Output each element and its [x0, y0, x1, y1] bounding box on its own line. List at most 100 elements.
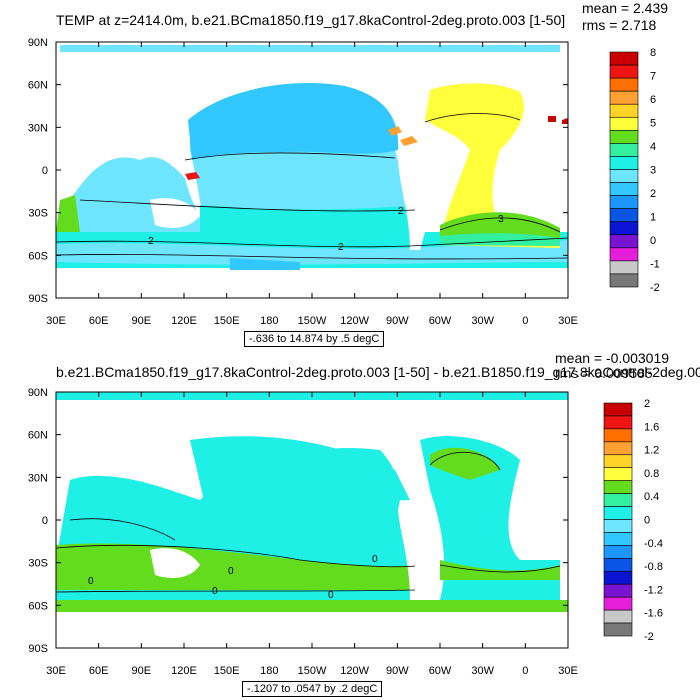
colorbar-cell — [609, 51, 639, 66]
colorbar-cell — [609, 273, 639, 288]
colorbar-cell — [603, 558, 633, 572]
top-contour-label: 2 — [338, 242, 344, 253]
bottom-contour-label: 0 — [372, 554, 378, 565]
colorbar-cell — [603, 609, 633, 624]
lon-tick-label: 90E — [132, 315, 152, 327]
lon-tick-label: 90E — [132, 665, 152, 677]
lon-tick-label: 150W — [298, 665, 327, 677]
colorbar-label: 0.8 — [644, 468, 659, 480]
colorbar-label: -1.2 — [644, 584, 663, 596]
lon-tick-label: 120W — [340, 665, 369, 677]
bottom-lat-axis: 90N 60N 30N 0 30S 60S 90S — [28, 387, 568, 655]
lat-tick-label: 0 — [42, 515, 48, 527]
lon-tick-label: 30W — [471, 665, 494, 677]
colorbar-label: -0.4 — [644, 538, 663, 550]
bottom-contour-label: 0 — [228, 566, 234, 577]
lat-tick-label: 60N — [28, 430, 48, 442]
colorbar-cell — [603, 596, 633, 611]
lon-tick-label: 30W — [471, 315, 494, 327]
top-contour-label: 2 — [148, 236, 154, 247]
colorbar-cell — [603, 570, 633, 585]
lat-tick-label: 90N — [28, 387, 48, 399]
lat-tick-label: 30N — [28, 122, 48, 134]
colorbar-cell — [609, 130, 639, 144]
colorbar-cell — [609, 208, 639, 223]
bottom-panel-title: b.e21.BCma1850.f19_g17.8kaControl-2deg.p… — [56, 364, 700, 380]
colorbar-label: 0 — [644, 515, 650, 527]
lat-tick-label: 30S — [28, 208, 48, 220]
lat-tick-label: 0 — [42, 165, 48, 177]
bottom-contour-label: 0 — [328, 590, 334, 601]
lon-tick-label: 120E — [171, 315, 197, 327]
colorbar-cell — [603, 545, 633, 559]
colorbar-cell — [609, 103, 639, 118]
lon-tick-label: 150E — [214, 315, 240, 327]
lat-tick-label: 60S — [28, 250, 48, 262]
colorbar-cell — [603, 454, 633, 469]
colorbar-label: 0.4 — [644, 491, 659, 503]
colorbar-label: 5 — [650, 118, 656, 130]
colorbar-label: -1 — [650, 259, 660, 271]
lon-tick-label: 30E — [46, 315, 66, 327]
lon-tick-label: 90W — [386, 665, 409, 677]
lon-tick-label: 180 — [260, 315, 278, 327]
lon-tick-label: 60W — [429, 665, 452, 677]
lon-tick-label: 90W — [386, 315, 409, 327]
bottom-map: 0 0 0 0 0 90N 60N 30N 0 30S 60S 90S 30E 60E 90E 1… — [28, 387, 578, 677]
lat-tick-label: 60S — [28, 600, 48, 612]
colorbar-label: 0 — [650, 235, 656, 247]
top-panel-title: TEMP at z=2414.0m, b.e21.BCma1850.f19_g1… — [56, 12, 566, 28]
colorbar-cell — [603, 583, 633, 598]
colorbar-cell — [603, 441, 633, 456]
top-contour-range-box: -.636 to 14.874 by .5 degC — [244, 331, 385, 347]
colorbar-label: 6 — [650, 94, 656, 106]
top-colorbar: 8 7 6 5 4 3 2 1 0 -1 -2 — [609, 47, 660, 294]
colorbar-cell — [609, 143, 639, 157]
colorbar-cell — [609, 195, 639, 209]
bottom-contour-range-box: -.1207 to .0547 by .2 degC — [242, 681, 383, 697]
top-lat-axis: 90N 60N 30N 0 30S 60S 90S — [28, 37, 568, 305]
colorbar-label: 3 — [650, 165, 656, 177]
colorbar-cell — [603, 480, 633, 494]
colorbar-cell — [609, 247, 639, 262]
lat-tick-label: 60N — [28, 80, 48, 92]
colorbar-label: 8 — [650, 47, 656, 59]
top-rms-stat: rms = 2.718 — [582, 17, 657, 33]
colorbar-cell — [603, 532, 633, 546]
colorbar-label: 2 — [644, 398, 650, 410]
lon-tick-label: 60E — [89, 665, 109, 677]
colorbar-cell — [603, 519, 633, 533]
colorbar-cell — [609, 182, 639, 196]
lat-tick-label: 30N — [28, 472, 48, 484]
colorbar-label: 1 — [650, 212, 656, 224]
colorbar-cell — [603, 415, 633, 430]
lon-tick-label: 0 — [522, 665, 528, 677]
top-contour-labels: 2 2 2 3 — [148, 206, 504, 253]
colorbar-cell — [609, 77, 639, 92]
lat-tick-label: 90N — [28, 37, 48, 49]
colorbar-cell — [603, 467, 633, 481]
bottom-lon-axis: 30E 60E 90E 120E 150E 180 150W 120W 90W 60W 30W 0 30… — [46, 392, 578, 677]
lon-tick-label: 120E — [171, 665, 197, 677]
colorbar-label: -2 — [644, 631, 654, 643]
colorbar-cell — [609, 260, 639, 275]
bottom-rms-stat: rms = 0.009585 — [555, 365, 653, 381]
colorbar-cell — [609, 116, 639, 131]
bottom-contour-label: 0 — [212, 586, 218, 597]
top-mean-stat: mean = 2.439 — [582, 0, 669, 16]
bottom-colorbar: 2 1.6 1.2 0.8 0.4 0 -0.4 -0.8 -1.2 -1.6 -2 — [603, 398, 663, 643]
top-lon-axis: 30E 60E 90E 120E 150E 180 150W 120W 90W 60W 30W 0 30… — [46, 42, 578, 327]
lon-tick-label: 120W — [340, 315, 369, 327]
colorbar-label: -1.6 — [644, 608, 663, 620]
bottom-contours — [56, 451, 561, 593]
top-contour-label: 3 — [498, 214, 504, 225]
top-contours — [56, 113, 568, 260]
colorbar-label: -0.8 — [644, 561, 663, 573]
colorbar-cell — [603, 402, 633, 417]
lon-tick-label: 30E — [558, 315, 578, 327]
lon-tick-label: 150E — [214, 665, 240, 677]
lon-tick-label: 60E — [89, 315, 109, 327]
colorbar-label: 2 — [650, 188, 656, 200]
bottom-contour-label: 0 — [88, 576, 94, 587]
